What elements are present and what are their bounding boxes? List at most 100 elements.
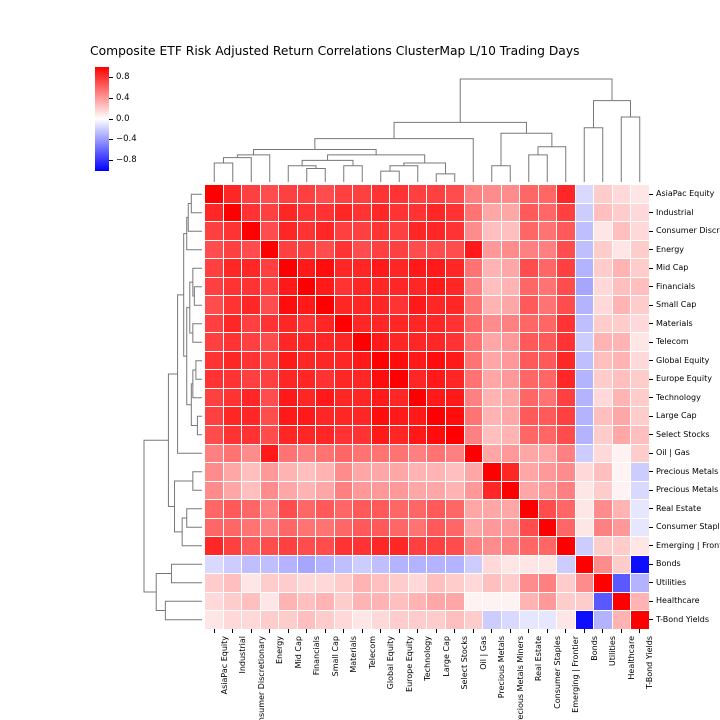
heatmap-cell: [427, 463, 446, 481]
heatmap-cell: [501, 240, 520, 259]
heatmap-cell: [316, 296, 334, 314]
heatmap-cell: [205, 555, 223, 574]
heatmap-cell: [501, 351, 520, 370]
heatmap-cell: [279, 185, 297, 203]
heatmap-cell: [408, 240, 427, 259]
heatmap-cell: [242, 203, 260, 222]
heatmap-cell: [353, 388, 371, 407]
heatmap-cell: [446, 463, 464, 481]
heatmap-cell: [297, 296, 316, 314]
dendrogram-link: [528, 154, 548, 182]
heatmap-cell: [557, 592, 575, 611]
heatmap-cell: [464, 277, 483, 296]
heatmap-cell: [316, 500, 334, 518]
col-label: Technology: [423, 636, 433, 681]
heatmap-cell: [279, 537, 297, 555]
heatmap-cell: [520, 537, 538, 555]
heatmap-cell: [242, 351, 260, 370]
heatmap-cell: [223, 185, 242, 203]
heatmap-cell: [334, 222, 353, 240]
dendrogram-link: [253, 148, 377, 155]
col-label: Financials: [312, 636, 322, 676]
heatmap-cell: [538, 425, 557, 444]
heatmap-cell: [260, 425, 279, 444]
heatmap-cell: [538, 518, 557, 537]
heatmap-cell: [260, 592, 279, 611]
heatmap-cell: [297, 425, 316, 444]
heatmap-cell: [390, 222, 408, 240]
heatmap-cell: [612, 277, 631, 296]
heatmap-cell: [297, 185, 316, 203]
heatmap-cell: [631, 425, 649, 444]
heatmap-cell: [334, 351, 353, 370]
heatmap-cell: [334, 444, 353, 463]
heatmap-cell: [631, 463, 649, 481]
heatmap-cell: [501, 574, 520, 592]
heatmap-cell: [446, 259, 464, 277]
heatmap-cell: [631, 574, 649, 592]
heatmap-cell: [483, 259, 501, 277]
colorbar-tick: [109, 118, 113, 120]
dendrogram-link: [192, 471, 202, 491]
dendrogram-link: [583, 127, 604, 182]
heatmap-cell: [223, 407, 242, 425]
col-tick: [361, 629, 363, 633]
row-label: Financials: [656, 281, 696, 291]
heatmap-cell: [260, 185, 279, 203]
heatmap-cell: [520, 518, 538, 537]
heatmap-cell: [501, 463, 520, 481]
dendrogram-link: [186, 307, 192, 406]
heatmap-cell: [464, 333, 483, 351]
heatmap-cell: [408, 592, 427, 611]
heatmap-cell: [557, 240, 575, 259]
col-label: Real Estate: [534, 636, 544, 682]
heatmap-cell: [390, 481, 408, 500]
heatmap-cell: [316, 555, 334, 574]
heatmap-cell: [279, 370, 297, 388]
heatmap-cell: [427, 537, 446, 555]
heatmap-cell: [297, 259, 316, 277]
heatmap-cell: [427, 296, 446, 314]
dendrogram-link: [164, 600, 202, 621]
row-label: Technology: [656, 392, 701, 402]
col-label: Consumer Staples: [552, 636, 562, 709]
heatmap-cell: [260, 222, 279, 240]
col-tick: [565, 629, 567, 633]
heatmap-cell: [631, 240, 649, 259]
heatmap-cell: [242, 333, 260, 351]
heatmap-cell: [557, 574, 575, 592]
heatmap-cell: [427, 203, 446, 222]
heatmap-cell: [631, 203, 649, 222]
heatmap-cell: [464, 444, 483, 463]
row-tick: [649, 415, 653, 417]
heatmap-cell: [371, 203, 390, 222]
heatmap-cell: [334, 277, 353, 296]
heatmap-cell: [242, 555, 260, 574]
heatmap-cell: [297, 500, 316, 518]
row-tick: [649, 563, 653, 565]
heatmap-cell: [631, 518, 649, 537]
heatmap-cell: [353, 555, 371, 574]
heatmap-cell: [223, 203, 242, 222]
dendrogram-link: [186, 508, 202, 528]
heatmap-cell: [316, 574, 334, 592]
heatmap-cell: [297, 592, 316, 611]
heatmap-cell: [279, 500, 297, 518]
row-tick: [649, 212, 653, 214]
dendrogram-link: [190, 383, 198, 426]
heatmap-cell: [242, 611, 260, 629]
col-label: Consumer Discretionary: [256, 636, 266, 720]
heatmap-cell: [242, 407, 260, 425]
heatmap-cell: [316, 314, 334, 333]
heatmap-cell: [353, 259, 371, 277]
row-tick: [649, 471, 653, 473]
heatmap-cell: [297, 388, 316, 407]
heatmap-cell: [557, 351, 575, 370]
heatmap-cell: [223, 259, 242, 277]
heatmap-cell: [408, 444, 427, 463]
heatmap-cell: [612, 314, 631, 333]
heatmap-cell: [353, 314, 371, 333]
heatmap-cell: [612, 222, 631, 240]
heatmap-cell: [408, 277, 427, 296]
heatmap-cell: [538, 463, 557, 481]
